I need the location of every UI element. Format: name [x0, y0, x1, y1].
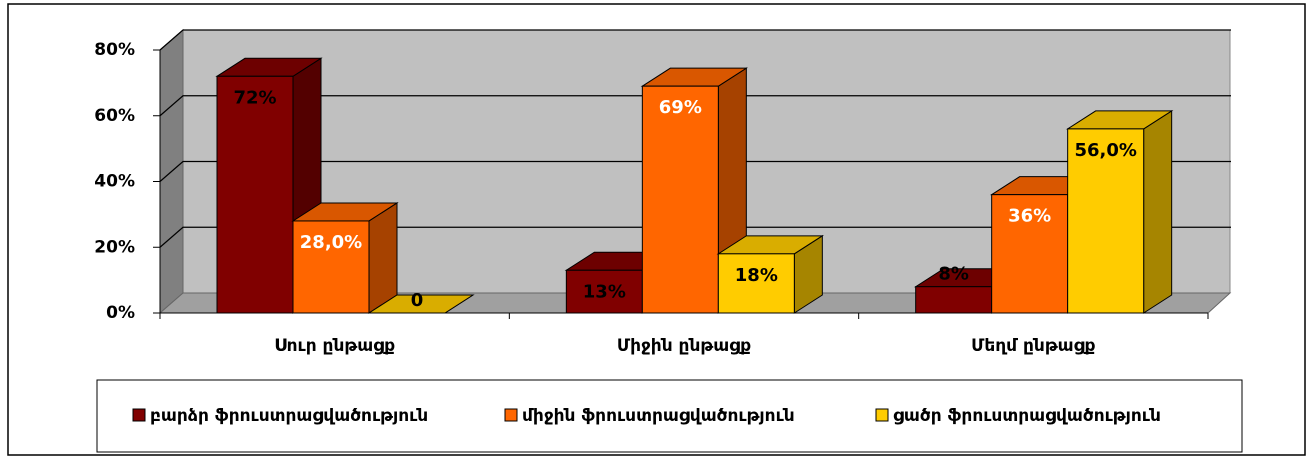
value-label: 28,0%: [300, 232, 362, 253]
value-label: 0: [411, 290, 424, 311]
y-tick-label: 0%: [106, 303, 135, 323]
x-tick-label: Մեղմ ընթացք: [971, 336, 1096, 356]
legend-label: միջին ֆրուստրացվածություն: [522, 406, 795, 426]
value-label: 72%: [233, 87, 276, 108]
y-tick-label: 40%: [94, 172, 135, 192]
y-tick-label: 80%: [94, 40, 135, 60]
bar-front: [915, 286, 993, 314]
legend-marker: [875, 408, 889, 422]
x-tick-label: Միջին ընթացք: [617, 336, 751, 356]
legend-box: [96, 379, 1243, 453]
bar: [291, 202, 399, 314]
value-label: 13%: [583, 281, 626, 302]
bar-front: [292, 220, 370, 314]
x-tick-label: Սուր ընթացք: [274, 336, 395, 356]
grid-line: [159, 160, 1231, 182]
bar-side: [368, 202, 398, 314]
value-label: 8%: [938, 264, 969, 285]
value-label: 56,0%: [1074, 140, 1136, 161]
legend-marker: [132, 408, 146, 422]
bar-front: [1067, 128, 1145, 314]
bar: [716, 234, 825, 314]
grid-line: [159, 95, 1231, 117]
bar-front: [717, 253, 795, 314]
y-tick-label: 60%: [94, 106, 135, 126]
grid-line: [159, 29, 1231, 51]
bar: [1065, 109, 1174, 314]
bar-front: [641, 85, 719, 314]
bar-front: [565, 269, 643, 314]
bar-side: [1143, 109, 1173, 314]
legend-label: ցածր ֆրուստրացվածություն: [893, 406, 1161, 426]
value-label: 36%: [1008, 206, 1051, 227]
bar-front: [216, 75, 294, 314]
bar: [367, 294, 475, 314]
grid-line: [159, 226, 1231, 248]
legend-marker: [504, 408, 518, 422]
bar-front: [991, 194, 1069, 314]
bar-top: [367, 294, 475, 314]
bar: [215, 57, 323, 314]
legend-label: բարձր ֆրուստրացվածություն: [150, 406, 428, 426]
value-label: 69%: [659, 97, 702, 118]
y-tick-label: 20%: [94, 237, 135, 257]
value-label: 18%: [735, 265, 778, 286]
